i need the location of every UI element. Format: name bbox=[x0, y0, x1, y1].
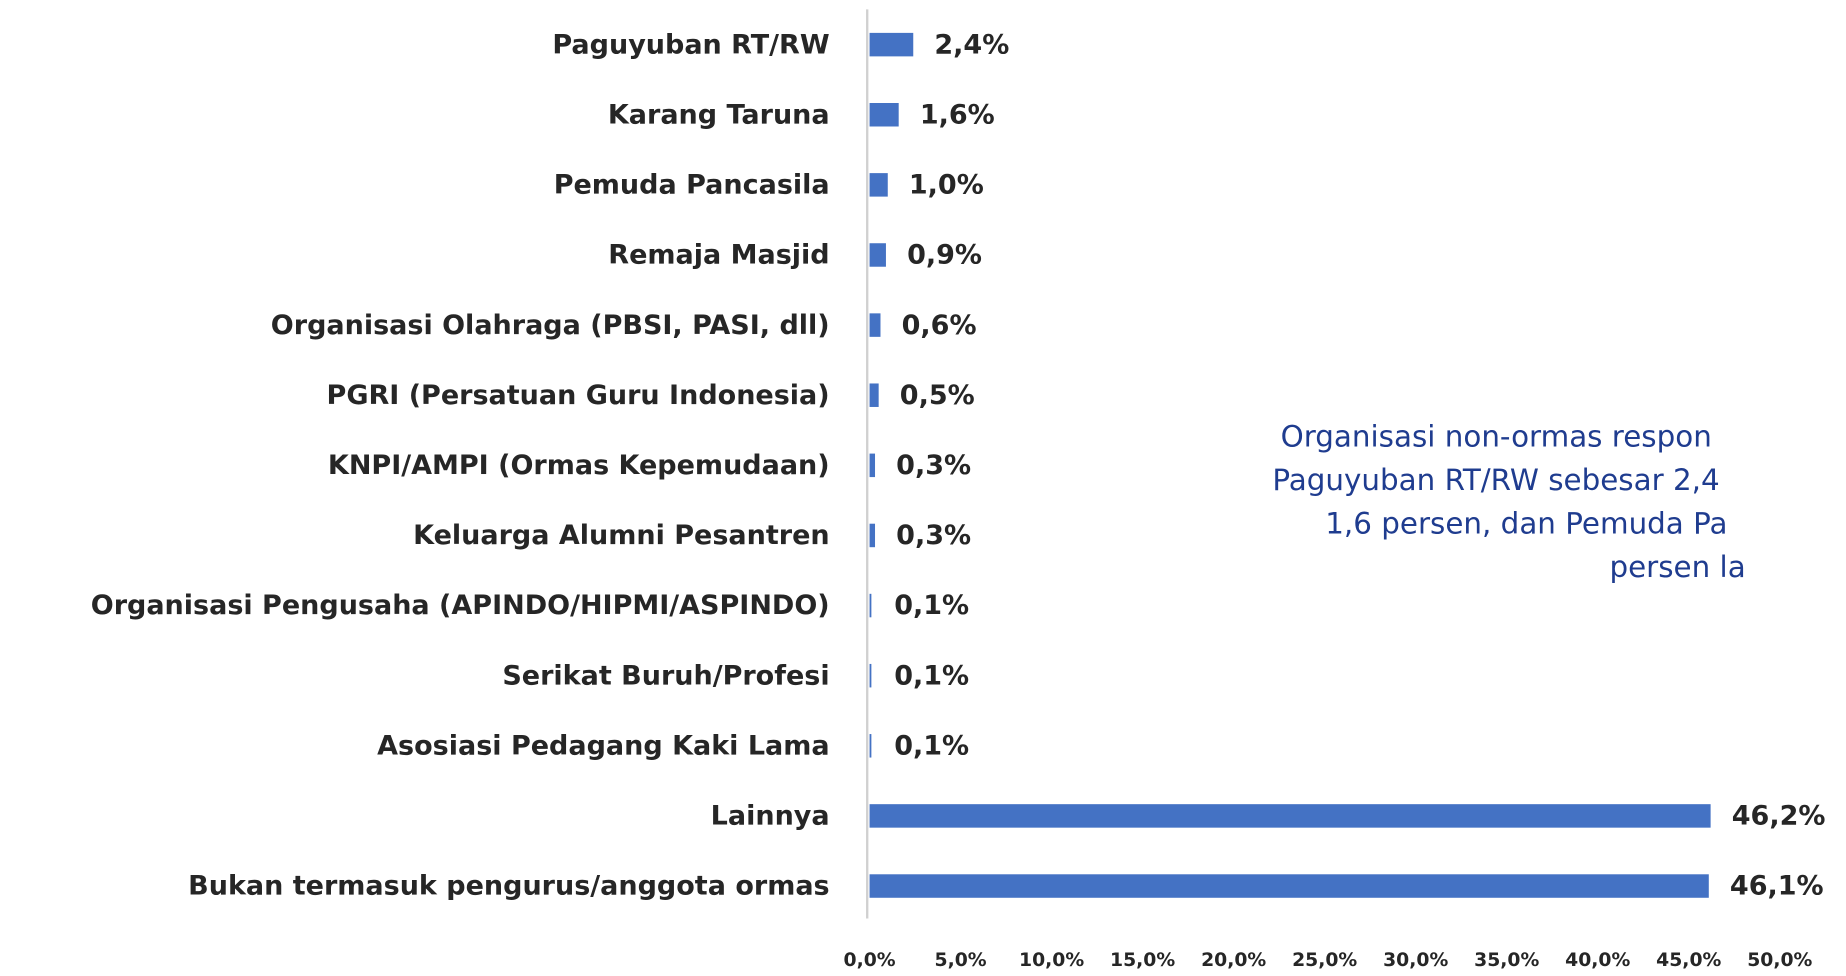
annotation: 1,6 persen, dan Pemuda Pa bbox=[1325, 506, 1727, 540]
y-tick-label: Keluarga Alumni Pesantren bbox=[413, 520, 829, 551]
bar bbox=[869, 804, 1711, 828]
data-label: 46,2% bbox=[1732, 801, 1826, 832]
y-tick-label: Asosiasi Pedagang Kaki Lama bbox=[377, 730, 829, 761]
annotation: Paguyuban RT/RW sebesar 2,4 bbox=[1272, 463, 1719, 497]
y-tick-label: Bukan termasuk pengurus/anggota ormas bbox=[188, 871, 829, 902]
y-tick-label: Lainnya bbox=[711, 801, 830, 832]
y-tick-label: Remaja Masjid bbox=[608, 240, 829, 271]
x-tick-label: 45,0% bbox=[1656, 950, 1721, 971]
x-tick-label: 15,0% bbox=[1110, 950, 1175, 971]
x-tick-label: 0,0% bbox=[844, 950, 896, 971]
data-label: 0,1% bbox=[894, 660, 969, 691]
data-label: 46,1% bbox=[1730, 871, 1824, 902]
x-tick-label: 30,0% bbox=[1383, 950, 1448, 971]
bar bbox=[869, 173, 888, 197]
data-label: 1,6% bbox=[920, 99, 995, 130]
x-tick-label: 50,0% bbox=[1747, 950, 1812, 971]
bar bbox=[869, 32, 914, 57]
bar bbox=[869, 453, 876, 478]
y-tick-label: Serikat Buruh/Profesi bbox=[502, 660, 829, 691]
data-label: 0,5% bbox=[900, 380, 975, 411]
annotation: persen la bbox=[1609, 550, 1745, 584]
bar bbox=[869, 243, 886, 267]
bar bbox=[869, 734, 872, 758]
y-tick-label: Organisasi Pengusaha (APINDO/HIPMI/ASPIN… bbox=[91, 590, 830, 621]
bar bbox=[869, 593, 872, 618]
bar bbox=[869, 663, 872, 688]
x-tick-label: 35,0% bbox=[1474, 950, 1539, 971]
annotation: Organisasi non-ormas respon bbox=[1281, 420, 1712, 454]
y-tick-label: Organisasi Olahraga (PBSI, PASI, dll) bbox=[271, 310, 830, 341]
bar bbox=[869, 874, 1709, 898]
y-tick-label: Karang Taruna bbox=[608, 99, 830, 130]
data-label: 0,3% bbox=[896, 450, 971, 481]
y-tick-label: Paguyuban RT/RW bbox=[552, 29, 829, 60]
bar bbox=[869, 103, 899, 127]
data-label: 0,6% bbox=[902, 310, 977, 341]
x-tick-label: 10,0% bbox=[1019, 950, 1084, 971]
x-tick-label: 40,0% bbox=[1565, 950, 1630, 971]
y-tick-label: KNPI/AMPI (Ormas Kepemudaan) bbox=[328, 450, 830, 481]
data-label: 0,3% bbox=[896, 520, 971, 551]
bar bbox=[869, 523, 876, 548]
data-label: 0,1% bbox=[894, 590, 969, 621]
x-tick-label: 20,0% bbox=[1201, 950, 1266, 971]
x-tick-label: 5,0% bbox=[935, 950, 987, 971]
data-label: 1,0% bbox=[909, 170, 984, 201]
bar bbox=[869, 313, 881, 337]
bar bbox=[869, 383, 879, 407]
data-label: 0,1% bbox=[894, 730, 969, 761]
data-label: 2,4% bbox=[934, 29, 1009, 60]
x-tick-label: 25,0% bbox=[1292, 950, 1357, 971]
y-tick-label: Pemuda Pancasila bbox=[554, 170, 830, 201]
y-tick-label: PGRI (Persatuan Guru Indonesia) bbox=[327, 380, 830, 411]
data-label: 0,9% bbox=[907, 240, 982, 271]
